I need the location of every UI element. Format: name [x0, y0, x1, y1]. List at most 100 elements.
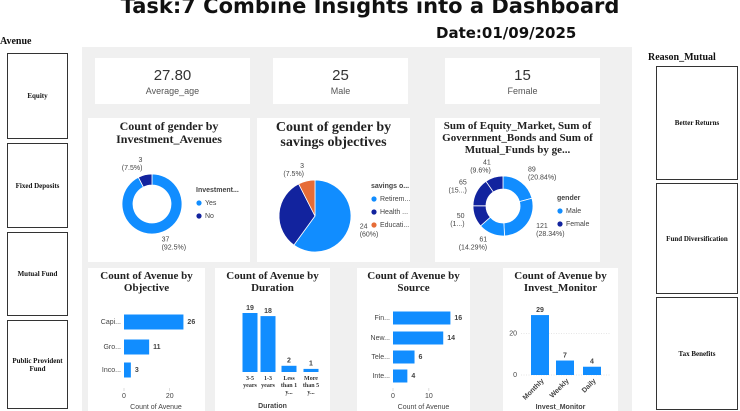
category-label: Less than 1 y...	[280, 376, 298, 396]
slicer-item[interactable]: Fixed Deposits	[7, 143, 68, 228]
slice	[485, 175, 504, 193]
bar	[242, 313, 258, 372]
bar	[260, 316, 276, 372]
slicer-item[interactable]: Fund Diversification	[656, 183, 738, 294]
data-label: 26	[187, 319, 195, 326]
x-tick-label: 0	[391, 393, 395, 400]
data-label: 50	[457, 213, 465, 220]
data-label: 37	[162, 237, 170, 244]
chart: 19 18 2 1 Duration	[242, 305, 319, 410]
legend-marker	[371, 209, 377, 215]
percent-label: (28.34%)	[536, 231, 564, 238]
slicer-item[interactable]: Tax Benefits	[656, 297, 738, 410]
kpi-value: 25	[332, 67, 349, 84]
bar	[124, 339, 150, 355]
bar	[393, 369, 408, 383]
data-label: 89	[528, 166, 536, 173]
category-label: Capi...	[101, 319, 121, 326]
data-label: 4	[590, 359, 594, 366]
bar	[281, 365, 297, 372]
chart-title: Count of Avenue by Objective	[100, 270, 193, 295]
legend-marker	[557, 221, 563, 227]
kpi-value: 15	[514, 67, 531, 84]
category-label: Weekly	[549, 378, 571, 400]
kpi-card: 25 Male	[273, 58, 408, 104]
slice	[137, 173, 153, 188]
bar	[303, 368, 319, 372]
slicer-title: Avenue	[0, 36, 32, 47]
bar	[124, 314, 184, 330]
data-label: 14	[447, 335, 455, 342]
chart: 24(60%) 3(7.5%) savings o... Retirem... Heal…	[278, 163, 410, 253]
percent-label: (60%)	[360, 231, 379, 238]
kpi-label: Female	[507, 86, 538, 96]
chart-tile: 89 (20.84%) 121 (28.34%) 61 (14.29%) 50 (1...) 6…	[435, 118, 600, 262]
bar	[393, 350, 415, 364]
data-label: 6	[419, 354, 423, 361]
slice	[121, 173, 183, 235]
percent-label: (7.5%)	[283, 171, 304, 178]
chart-tile: 24 (60%) 3 (7.5%) savings o... Retirem... Heal…	[257, 118, 410, 262]
category-label: Tele...	[371, 354, 390, 361]
slice	[298, 179, 316, 217]
slicer-title: Reason_Mutual	[648, 52, 716, 63]
slicer-item[interactable]: Better Returns	[656, 66, 738, 180]
data-label: 11	[153, 344, 161, 351]
bar	[393, 331, 444, 345]
slicer-item[interactable]: Equity	[7, 53, 68, 139]
page-date: Date:01/09/2025	[436, 24, 577, 42]
data-label: 18	[264, 308, 272, 315]
data-label: 1	[309, 361, 313, 368]
slice	[503, 197, 534, 237]
category-label: Gro...	[103, 344, 121, 351]
category-label: Inco...	[102, 367, 121, 374]
category-label: More than 5 y...	[302, 376, 320, 396]
x-tick-label: 20	[166, 393, 174, 400]
legend-title: savings o...	[371, 183, 409, 190]
chart: 89(20.84%) 121(28.34%) 61(14.29%) 50(1...) 6…	[449, 160, 590, 252]
kpi-card: 15 Female	[445, 58, 600, 104]
legend-label: No	[205, 213, 214, 220]
slicer-item[interactable]: Mutual Fund	[7, 232, 68, 316]
y-tick-label: 0	[513, 372, 517, 379]
data-label: 19	[246, 305, 254, 312]
x-axis-label: Invest_Monitor	[536, 404, 586, 411]
legend-marker	[196, 213, 202, 219]
x-axis-label: Count of Avenue	[130, 404, 182, 411]
x-axis-label: Count of Avenue	[398, 404, 450, 411]
data-label: 121	[536, 223, 548, 230]
slicer-item[interactable]: Public Provident Fund	[7, 320, 68, 409]
data-label: 61	[479, 237, 487, 244]
percent-label: (9.6%)	[470, 168, 491, 175]
legend-marker	[371, 222, 377, 228]
y-tick-label: 20	[509, 331, 517, 338]
chart: 0 20 29 Monthly 7 Weekly 4 Daily Invest_Monitor	[509, 307, 611, 411]
x-tick-label: 10	[425, 393, 433, 400]
category-label: 1-3 years	[261, 376, 275, 389]
data-label: 3	[139, 157, 143, 164]
chart-title: Sum of Equity_Market, Sum of Government_…	[442, 120, 593, 157]
chart-tile: 37 (92.5%) 3 (7.5%) Investment... Yes No Count…	[88, 118, 250, 262]
category-label: Monthly	[522, 378, 546, 402]
percent-label: (20.84%)	[528, 174, 556, 181]
chart: 0 20 Capi... 26 Gro... 11 Inco... 3 Count of Ave…	[101, 314, 195, 411]
data-label: 3	[300, 163, 304, 170]
category-label: Inte...	[372, 373, 390, 380]
chart-tile: 0 20 Capi... 26 Gro... 11 Inco... 3 Count of Ave…	[88, 268, 205, 411]
percent-label: (1...)	[450, 221, 464, 228]
category-label: Daily	[581, 378, 598, 395]
chart: 0 10 Fin... 16 New... 14 Tele... 6 Inte... 4 Count…	[371, 311, 462, 411]
chart-title: Count of Avenue by Invest_Monitor	[514, 270, 607, 295]
percent-label: (14.29%)	[459, 245, 487, 252]
kpi-label: Male	[330, 86, 351, 96]
data-label: 3	[135, 367, 139, 374]
x-tick-label: 0	[122, 393, 126, 400]
bar	[556, 360, 574, 375]
bar	[531, 315, 549, 375]
data-label: 7	[563, 352, 567, 359]
legend-label: Health ...	[380, 209, 408, 216]
data-label: 29	[536, 307, 544, 314]
x-axis-label: Duration	[258, 403, 287, 410]
percent-label: (15...)	[449, 188, 467, 195]
